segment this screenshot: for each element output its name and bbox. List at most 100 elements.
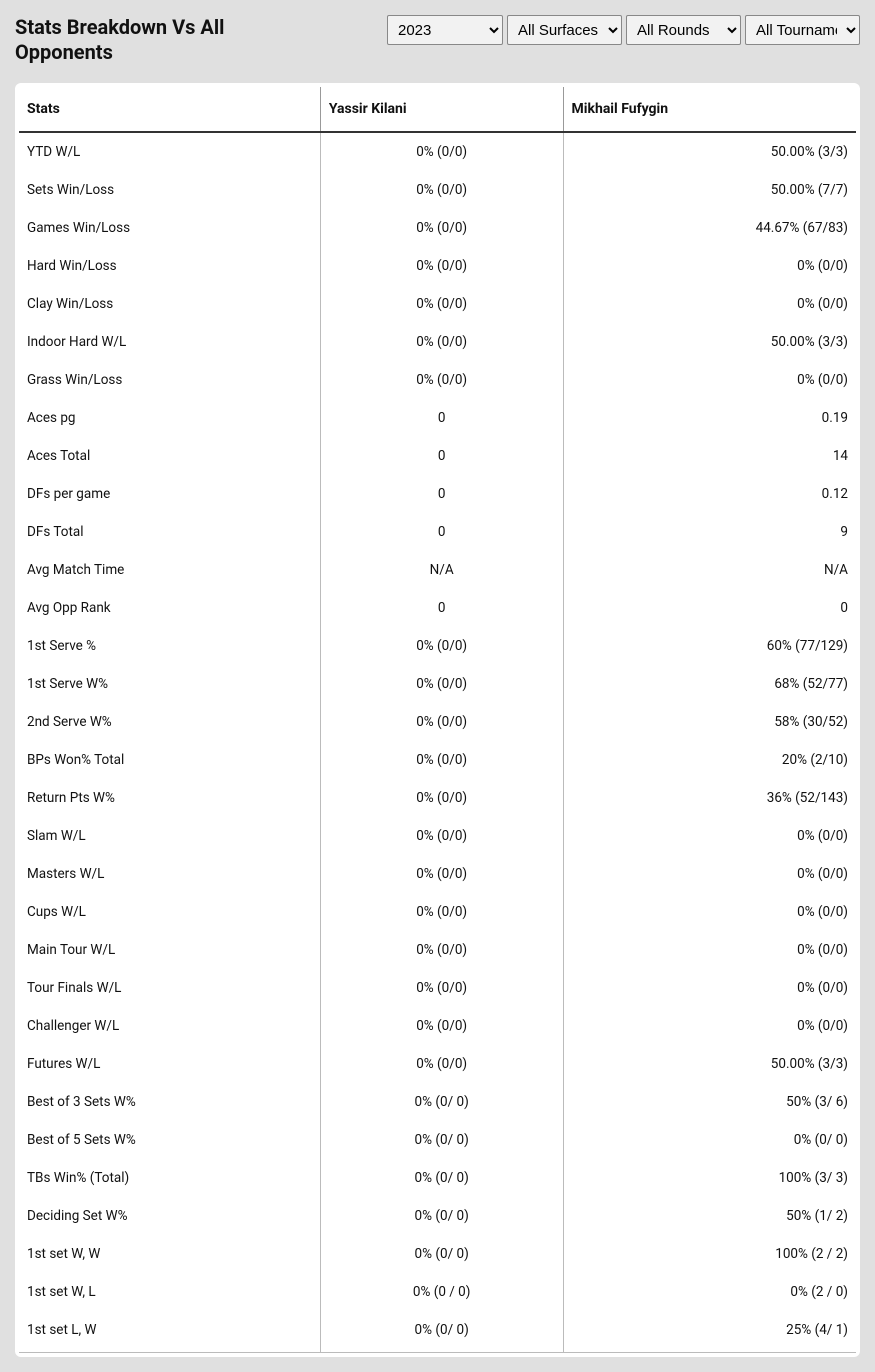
table-row: Return Pts W%0% (0/0)36% (52/143) [19, 779, 856, 817]
stat-label-cell: Deciding Set W% [19, 1197, 320, 1235]
table-header-row: Stats Yassir Kilani Mikhail Fufygin [19, 87, 856, 132]
player1-value-cell: 0% (0/ 0) [320, 1311, 563, 1353]
table-row: Best of 5 Sets W%0% (0/ 0)0% (0/ 0) [19, 1121, 856, 1159]
stat-label-cell: Slam W/L [19, 817, 320, 855]
table-row: 1st Serve %0% (0/0)60% (77/129) [19, 627, 856, 665]
player1-value-cell: 0% (0/0) [320, 132, 563, 171]
stat-label-cell: 1st set L, W [19, 1311, 320, 1353]
year-select[interactable]: 2023 [387, 15, 503, 45]
player2-value-cell: 60% (77/129) [563, 627, 856, 665]
player1-value-cell: N/A [320, 551, 563, 589]
table-row: Slam W/L0% (0/0)0% (0/0) [19, 817, 856, 855]
player1-value-cell: 0% (0/0) [320, 171, 563, 209]
stat-label-cell: 1st set W, L [19, 1273, 320, 1311]
stat-label-cell: Aces Total [19, 437, 320, 475]
table-row: Sets Win/Loss0% (0/0)50.00% (7/7) [19, 171, 856, 209]
table-row: Aces pg00.19 [19, 399, 856, 437]
filters-group: 2023 All Surfaces All Rounds All Tournam… [387, 15, 860, 45]
stat-label-cell: Tour Finals W/L [19, 969, 320, 1007]
player1-value-cell: 0 [320, 589, 563, 627]
stat-label-cell: DFs per game [19, 475, 320, 513]
stat-label-cell: 2nd Serve W% [19, 703, 320, 741]
player2-value-cell: 50% (3/ 6) [563, 1083, 856, 1121]
player1-value-cell: 0% (0/0) [320, 361, 563, 399]
table-row: Futures W/L0% (0/0)50.00% (3/3) [19, 1045, 856, 1083]
stat-label-cell: BPs Won% Total [19, 741, 320, 779]
stat-label-cell: Grass Win/Loss [19, 361, 320, 399]
player2-value-cell: 25% (4/ 1) [563, 1311, 856, 1353]
table-row: Cups W/L0% (0/0)0% (0/0) [19, 893, 856, 931]
table-row: Avg Opp Rank00 [19, 589, 856, 627]
header-row: Stats Breakdown Vs All Opponents 2023 Al… [15, 15, 860, 65]
player2-value-cell: 0% (0/0) [563, 361, 856, 399]
table-row: Masters W/L0% (0/0)0% (0/0) [19, 855, 856, 893]
player1-value-cell: 0% (0/0) [320, 323, 563, 361]
player2-value-cell: 0% (2 / 0) [563, 1273, 856, 1311]
player2-value-cell: 0.19 [563, 399, 856, 437]
player2-value-cell: 100% (3/ 3) [563, 1159, 856, 1197]
player1-value-cell: 0 [320, 475, 563, 513]
table-row: 1st Serve W%0% (0/0)68% (52/77) [19, 665, 856, 703]
table-row: 2nd Serve W%0% (0/0)58% (30/52) [19, 703, 856, 741]
table-row: Best of 3 Sets W%0% (0/ 0)50% (3/ 6) [19, 1083, 856, 1121]
stat-label-cell: Futures W/L [19, 1045, 320, 1083]
table-row: BPs Won% Total0% (0/0)20% (2/10) [19, 741, 856, 779]
table-row: Main Tour W/L0% (0/0)0% (0/0) [19, 931, 856, 969]
stat-label-cell: 1st set W, W [19, 1235, 320, 1273]
player1-value-cell: 0% (0/0) [320, 703, 563, 741]
stat-label-cell: Challenger W/L [19, 1007, 320, 1045]
player2-value-cell: N/A [563, 551, 856, 589]
col-stat-header: Stats [19, 87, 320, 132]
player1-value-cell: 0% (0/0) [320, 817, 563, 855]
stat-label-cell: Clay Win/Loss [19, 285, 320, 323]
player1-value-cell: 0% (0/0) [320, 779, 563, 817]
stat-label-cell: Aces pg [19, 399, 320, 437]
table-row: Aces Total014 [19, 437, 856, 475]
table-row: 1st set L, W0% (0/ 0)25% (4/ 1) [19, 1311, 856, 1353]
col-player1-header: Yassir Kilani [320, 87, 563, 132]
stat-label-cell: 1st Serve % [19, 627, 320, 665]
stat-label-cell: Best of 3 Sets W% [19, 1083, 320, 1121]
player2-value-cell: 20% (2/10) [563, 741, 856, 779]
player1-value-cell: 0% (0 / 0) [320, 1273, 563, 1311]
table-row: Deciding Set W%0% (0/ 0)50% (1/ 2) [19, 1197, 856, 1235]
stat-label-cell: Sets Win/Loss [19, 171, 320, 209]
player1-value-cell: 0 [320, 513, 563, 551]
player2-value-cell: 0% (0/0) [563, 969, 856, 1007]
stat-label-cell: Masters W/L [19, 855, 320, 893]
player2-value-cell: 100% (2 / 2) [563, 1235, 856, 1273]
player2-value-cell: 0.12 [563, 475, 856, 513]
stat-label-cell: Indoor Hard W/L [19, 323, 320, 361]
player1-value-cell: 0% (0/ 0) [320, 1083, 563, 1121]
player1-value-cell: 0% (0/0) [320, 665, 563, 703]
player1-value-cell: 0% (0/0) [320, 931, 563, 969]
player2-value-cell: 0% (0/0) [563, 817, 856, 855]
player2-value-cell: 58% (30/52) [563, 703, 856, 741]
stat-label-cell: Best of 5 Sets W% [19, 1121, 320, 1159]
stat-label-cell: Hard Win/Loss [19, 247, 320, 285]
player1-value-cell: 0% (0/0) [320, 969, 563, 1007]
stat-label-cell: Main Tour W/L [19, 931, 320, 969]
stat-label-cell: TBs Win% (Total) [19, 1159, 320, 1197]
table-row: Grass Win/Loss0% (0/0)0% (0/0) [19, 361, 856, 399]
player1-value-cell: 0 [320, 437, 563, 475]
stat-label-cell: Return Pts W% [19, 779, 320, 817]
stat-label-cell: YTD W/L [19, 132, 320, 171]
player1-value-cell: 0% (0/ 0) [320, 1197, 563, 1235]
player2-value-cell: 14 [563, 437, 856, 475]
player1-value-cell: 0% (0/0) [320, 285, 563, 323]
stat-label-cell: Avg Opp Rank [19, 589, 320, 627]
player1-value-cell: 0% (0/0) [320, 1007, 563, 1045]
rounds-select[interactable]: All Rounds [626, 15, 741, 45]
stat-label-cell: 1st Serve W% [19, 665, 320, 703]
stats-table: Stats Yassir Kilani Mikhail Fufygin YTD … [19, 87, 856, 1353]
tournaments-select[interactable]: All Tournaments [745, 15, 860, 45]
table-row: Clay Win/Loss0% (0/0)0% (0/0) [19, 285, 856, 323]
surface-select[interactable]: All Surfaces [507, 15, 622, 45]
player2-value-cell: 44.67% (67/83) [563, 209, 856, 247]
player2-value-cell: 0% (0/0) [563, 931, 856, 969]
player1-value-cell: 0% (0/ 0) [320, 1121, 563, 1159]
player2-value-cell: 0 [563, 589, 856, 627]
player1-value-cell: 0% (0/ 0) [320, 1235, 563, 1273]
player1-value-cell: 0% (0/0) [320, 893, 563, 931]
